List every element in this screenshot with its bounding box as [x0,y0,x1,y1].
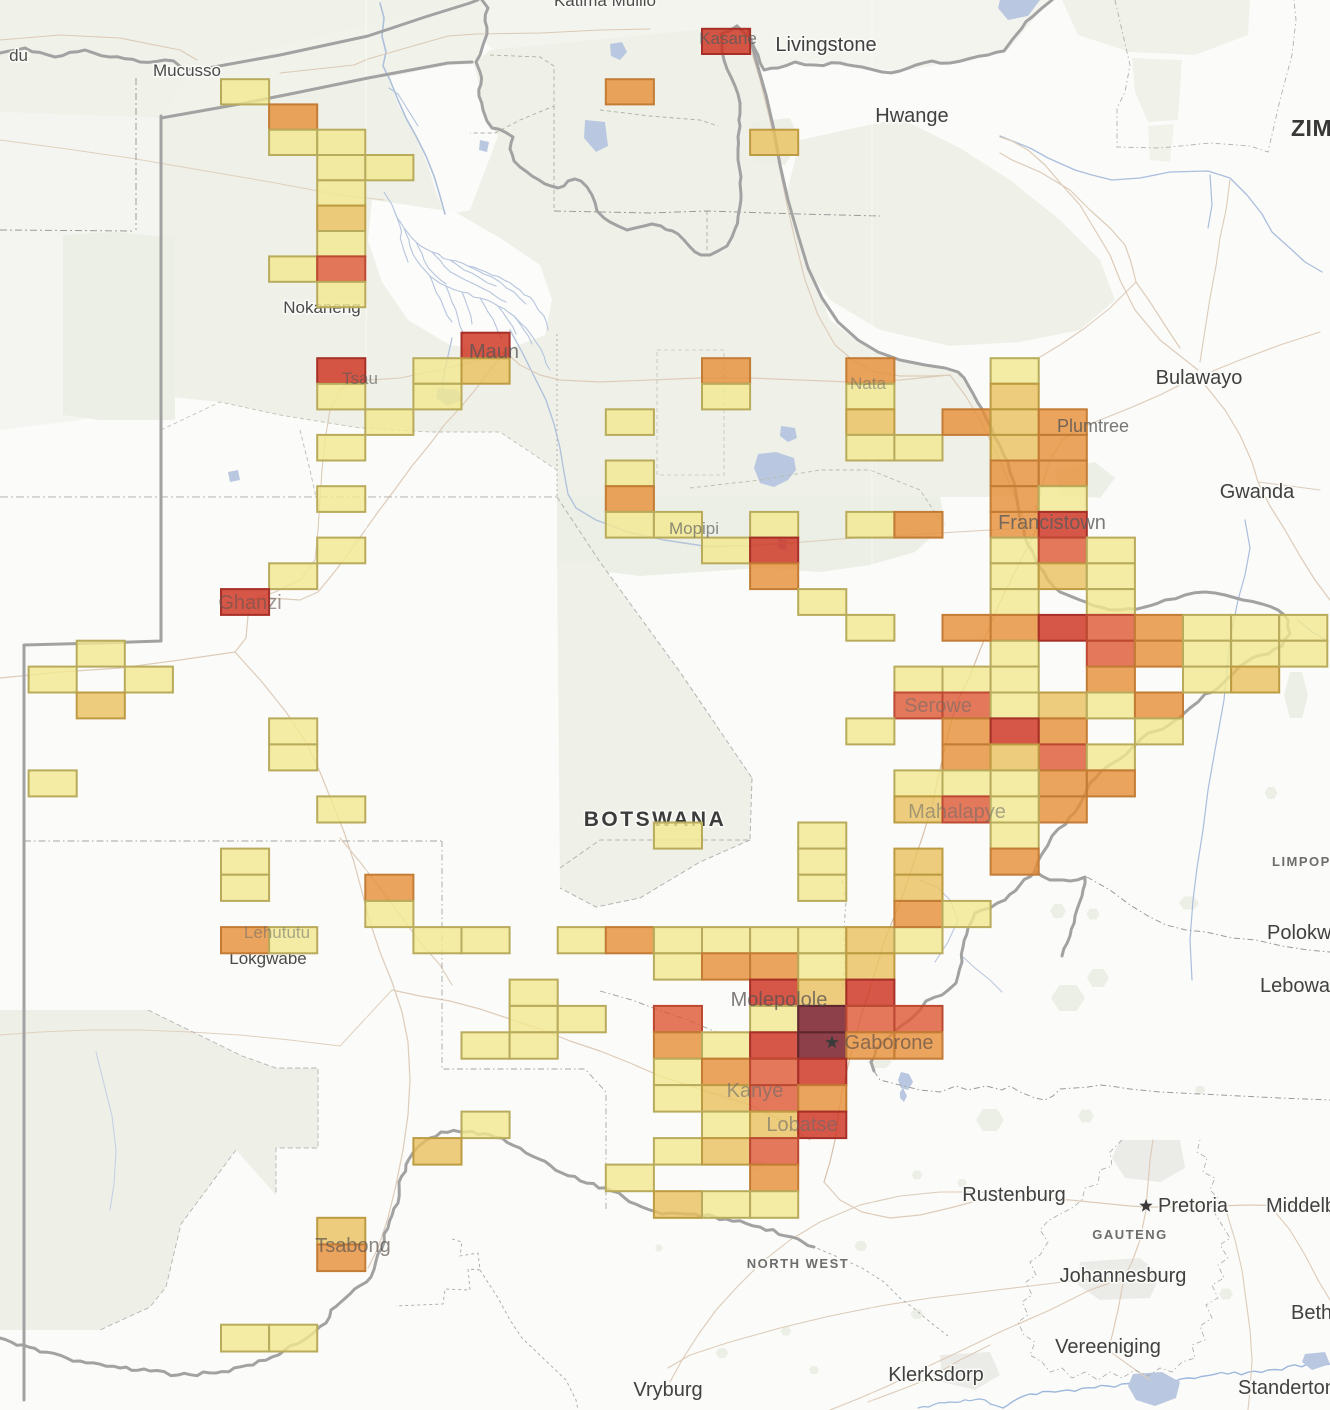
svg-text:Serowe: Serowe [904,695,972,717]
svg-text:NORTH WEST: NORTH WEST [747,1256,849,1271]
svg-text:ZIM: ZIM [1291,115,1330,141]
svg-text:Lobatse: Lobatse [766,1114,837,1136]
svg-text:Molepolole: Molepolole [731,989,828,1011]
svg-text:Lebowakgomo: Lebowakgomo [1260,975,1330,997]
svg-text:Hwange: Hwange [875,105,948,127]
svg-text:Tsabong: Tsabong [315,1235,391,1257]
svg-text:Vryburg: Vryburg [633,1379,702,1401]
svg-text:Kanye: Kanye [727,1080,784,1102]
svg-text:Mahalapye: Mahalapye [908,801,1006,823]
svg-text:GAUTENG: GAUTENG [1092,1227,1168,1242]
svg-text:Standerton: Standerton [1238,1377,1330,1399]
svg-text:LIMPOPO: LIMPOPO [1272,854,1330,869]
svg-text:Lehututu: Lehututu [244,923,310,942]
svg-text:Gaborone: Gaborone [845,1032,934,1054]
svg-text:Nata: Nata [850,374,886,393]
svg-text:du: du [9,46,28,65]
svg-text:Mopipi: Mopipi [669,519,719,538]
svg-text:Bethal: Bethal [1291,1302,1330,1324]
svg-text:Johannesburg: Johannesburg [1060,1265,1187,1287]
svg-text:Maun: Maun [469,341,519,363]
svg-text:Plumtree: Plumtree [1057,416,1129,436]
svg-text:Polokwane: Polokwane [1267,922,1330,944]
svg-text:Kasane: Kasane [699,29,757,48]
svg-text:Klerksdorp: Klerksdorp [888,1364,984,1386]
svg-text:Middelburg: Middelburg [1266,1195,1330,1217]
svg-text:Pretoria: Pretoria [1158,1195,1229,1217]
svg-text:Gwanda: Gwanda [1220,481,1295,503]
svg-text:Ghanzi: Ghanzi [218,592,281,614]
svg-text:Tsau: Tsau [342,369,378,388]
svg-text:Mucusso: Mucusso [153,61,221,80]
svg-text:Bulawayo: Bulawayo [1156,367,1243,389]
svg-text:Vereeniging: Vereeniging [1055,1336,1161,1358]
svg-text:Rustenburg: Rustenburg [962,1184,1065,1206]
svg-text:Katima Mulilo: Katima Mulilo [554,0,656,10]
svg-text:Livingstone: Livingstone [775,34,876,56]
svg-text:Francistown: Francistown [998,512,1106,534]
